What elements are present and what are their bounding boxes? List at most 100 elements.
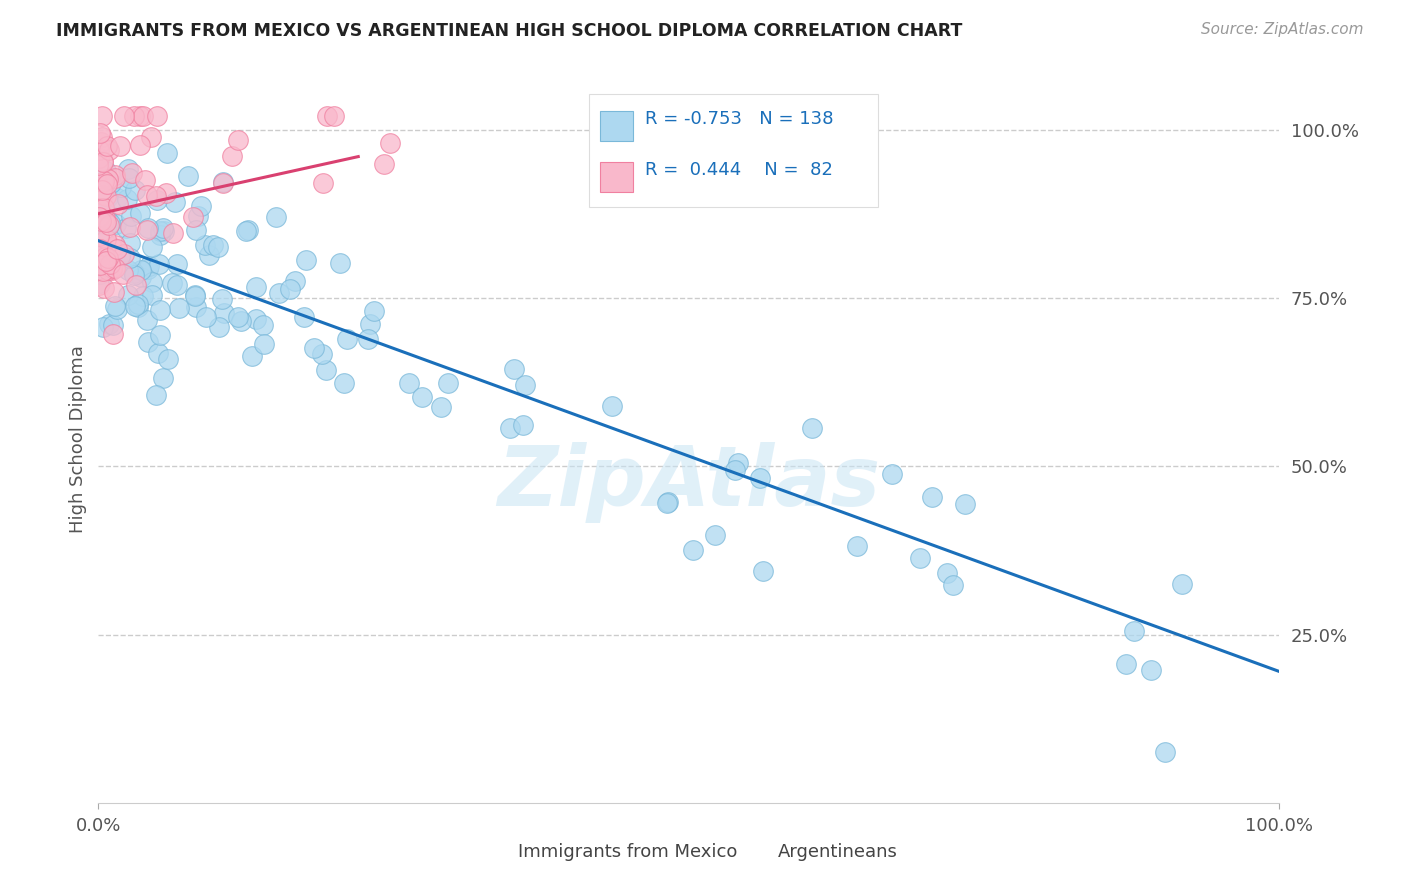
Point — [96, 254, 118, 268]
Point — [149, 228, 172, 243]
Text: R = -0.753   N = 138: R = -0.753 N = 138 — [645, 110, 834, 128]
Point — [156, 352, 179, 367]
Point — [207, 240, 229, 254]
Point — [284, 274, 307, 288]
Point — [87, 158, 110, 172]
Point — [98, 218, 121, 232]
Point — [122, 268, 145, 282]
Point — [184, 300, 207, 314]
Point — [398, 376, 420, 390]
FancyBboxPatch shape — [742, 832, 768, 855]
Text: Argentineans: Argentineans — [778, 843, 897, 861]
Point — [149, 224, 172, 238]
Point — [152, 224, 174, 238]
Point — [329, 256, 352, 270]
Point — [311, 347, 333, 361]
Point — [269, 286, 291, 301]
Point — [208, 320, 231, 334]
Point — [93, 281, 115, 295]
Point — [138, 259, 160, 273]
Point — [953, 497, 976, 511]
Point — [91, 175, 114, 189]
Point — [105, 242, 128, 256]
Point — [97, 190, 120, 204]
Point — [120, 251, 142, 265]
Text: ZipAtlas: ZipAtlas — [498, 442, 880, 524]
Point — [97, 143, 120, 157]
Point — [98, 256, 121, 270]
Point — [910, 551, 932, 566]
Point — [166, 257, 188, 271]
Point — [221, 149, 243, 163]
Point — [723, 462, 745, 476]
Point — [107, 197, 129, 211]
Point — [90, 213, 112, 227]
Point — [89, 216, 111, 230]
Point — [93, 250, 115, 264]
Point — [703, 527, 725, 541]
Point — [149, 327, 172, 342]
Point — [100, 263, 122, 277]
Point — [105, 191, 128, 205]
Point — [190, 199, 212, 213]
Point — [211, 176, 233, 190]
Text: IMMIGRANTS FROM MEXICO VS ARGENTINEAN HIGH SCHOOL DIPLOMA CORRELATION CHART: IMMIGRANTS FROM MEXICO VS ARGENTINEAN HI… — [56, 22, 963, 40]
Point — [359, 317, 381, 331]
FancyBboxPatch shape — [482, 832, 508, 855]
Point — [176, 169, 198, 184]
Point — [127, 297, 149, 311]
Point — [162, 276, 184, 290]
Point — [124, 109, 146, 123]
Point — [145, 388, 167, 402]
FancyBboxPatch shape — [600, 111, 634, 141]
Point — [187, 209, 209, 223]
Point — [138, 335, 160, 350]
Point — [145, 189, 167, 203]
Point — [94, 164, 117, 178]
Point — [136, 188, 159, 202]
Point — [655, 496, 678, 510]
Point — [89, 126, 111, 140]
Point — [245, 280, 267, 294]
Point — [101, 261, 124, 276]
Point — [94, 232, 117, 246]
Point — [236, 222, 259, 236]
Point — [129, 109, 152, 123]
Point — [97, 250, 120, 264]
Point — [96, 243, 118, 257]
Point — [141, 287, 163, 301]
Point — [110, 180, 132, 194]
Point — [1115, 657, 1137, 672]
Point — [264, 210, 287, 224]
Point — [93, 201, 115, 215]
Point — [149, 302, 172, 317]
Point — [124, 183, 146, 197]
Point — [136, 313, 159, 327]
Point — [356, 332, 378, 346]
Point — [90, 135, 112, 149]
Point — [89, 242, 111, 256]
Point — [198, 248, 221, 262]
Point — [107, 301, 129, 316]
Point — [152, 221, 174, 235]
Point — [156, 146, 179, 161]
Point — [129, 137, 152, 152]
Point — [91, 154, 114, 169]
Point — [201, 237, 224, 252]
Point — [600, 399, 623, 413]
Point — [312, 176, 335, 190]
Point — [104, 253, 127, 268]
Point — [322, 109, 344, 123]
Point — [90, 235, 112, 250]
Point — [302, 341, 325, 355]
Point — [278, 282, 301, 296]
Point — [101, 327, 124, 342]
Point — [942, 578, 965, 592]
Point — [146, 346, 169, 360]
Point — [315, 109, 337, 123]
Point — [141, 276, 163, 290]
Point — [184, 288, 207, 302]
Point — [136, 223, 159, 237]
Point — [211, 292, 233, 306]
Point — [141, 240, 163, 254]
